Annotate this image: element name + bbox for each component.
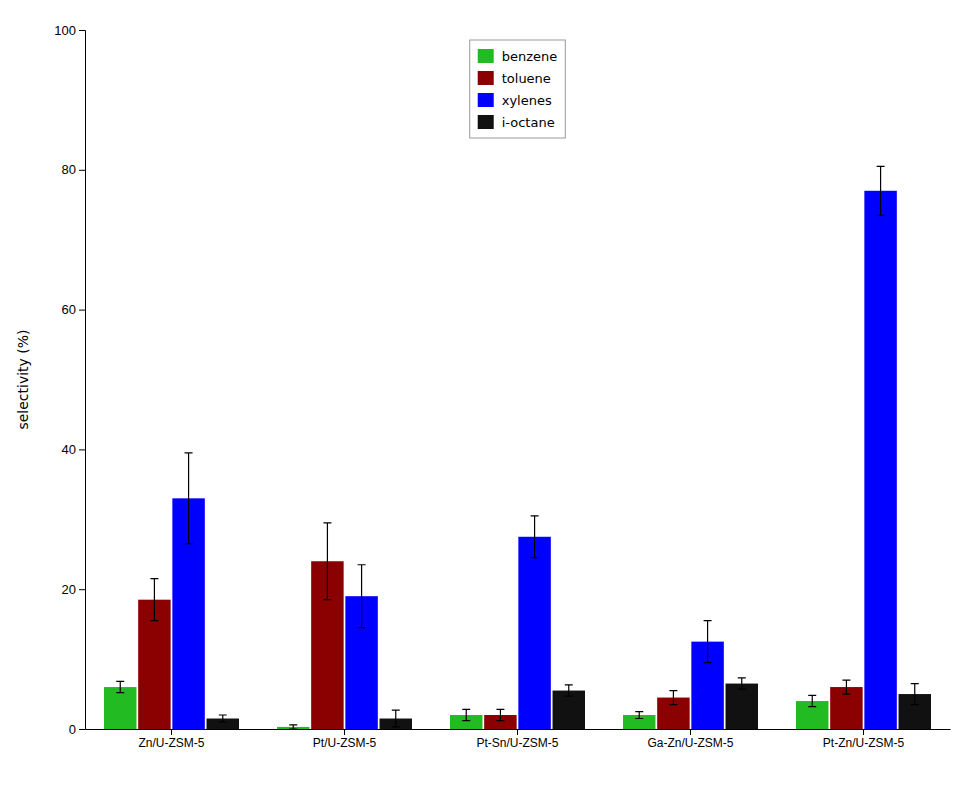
error-bar	[565, 685, 573, 696]
tick-label: Pt-Zn/U-ZSM-5	[823, 736, 905, 750]
legend-item: toluene	[478, 71, 551, 86]
tick-label: Pt-Sn/U-ZSM-5	[476, 736, 558, 750]
legend-item: benzene	[478, 49, 558, 64]
tick: 100	[54, 23, 85, 38]
legend: benzene toluene xylenes i-octane	[470, 40, 566, 138]
legend-swatch	[478, 93, 494, 107]
tick-mark	[690, 729, 691, 735]
tick-mark	[79, 449, 85, 450]
error-bar	[392, 710, 400, 727]
tick: 60	[62, 302, 85, 317]
series	[207, 678, 931, 729]
tick-mark	[79, 729, 85, 730]
legend-label: toluene	[502, 71, 551, 86]
legend-label: xylenes	[502, 93, 552, 108]
error-bar	[150, 579, 158, 621]
error-bar	[462, 709, 470, 720]
tick-label: 100	[54, 23, 76, 38]
error-bar	[704, 621, 712, 663]
error-bar	[116, 681, 124, 692]
marks	[104, 166, 931, 729]
tick-label: 60	[62, 302, 76, 317]
bar	[104, 687, 136, 729]
tick: Pt-Sn/U-ZSM-5	[476, 729, 558, 750]
error-bar	[808, 695, 816, 706]
tick-label: 20	[62, 582, 76, 597]
tick-mark	[79, 310, 85, 311]
tick-mark	[517, 729, 518, 735]
legend-swatch	[478, 71, 494, 85]
tick-label: Ga-Zn/U-ZSM-5	[647, 736, 733, 750]
tick-label: 80	[62, 162, 76, 177]
tick-label: Pt/U-ZSM-5	[313, 736, 377, 750]
tick: Ga-Zn/U-ZSM-5	[647, 729, 733, 750]
legend-label: i-octane	[502, 115, 555, 130]
plot: 0 20 40 60 80 100 Zn/U-ZSM-5 Pt/U-ZSM-5 Pt-Sn/U-…	[54, 23, 950, 750]
tick: 20	[62, 582, 85, 597]
error-bar	[531, 516, 539, 558]
error-bar	[842, 680, 850, 694]
error-bar	[358, 565, 366, 628]
error-bar	[669, 691, 677, 705]
tick: 40	[62, 442, 85, 457]
tick-mark	[171, 729, 172, 735]
legend-swatch	[478, 115, 494, 129]
tick-label: Zn/U-ZSM-5	[139, 736, 205, 750]
legend-item: i-octane	[478, 115, 555, 130]
error-bar	[323, 523, 331, 600]
tick: Pt-Zn/U-ZSM-5	[823, 729, 905, 750]
tick-mark	[863, 729, 864, 735]
error-bar	[877, 166, 885, 215]
tick: 80	[62, 162, 85, 177]
tick-label: 40	[62, 442, 76, 457]
error-bars	[185, 166, 885, 662]
legend-swatch	[478, 49, 494, 63]
y-axis: 0 20 40 60 80 100	[54, 23, 85, 737]
tick: 0	[69, 722, 85, 737]
bar	[518, 537, 550, 729]
bar	[864, 191, 896, 729]
tick-mark	[79, 589, 85, 590]
tick: Zn/U-ZSM-5	[139, 729, 205, 750]
x-axis: Zn/U-ZSM-5 Pt/U-ZSM-5 Pt-Sn/U-ZSM-5 Ga-Zn/U…	[86, 729, 951, 750]
tick-mark	[79, 170, 85, 171]
error-bar	[738, 678, 746, 689]
bar	[726, 684, 758, 729]
axis-line	[79, 31, 86, 730]
error-bar	[289, 725, 297, 729]
tick: Pt/U-ZSM-5	[313, 729, 377, 750]
tick-mark	[79, 30, 85, 31]
chart: 0 20 40 60 80 100 Zn/U-ZSM-5 Pt/U-ZSM-5 Pt-Sn/U-…	[0, 0, 980, 799]
error-bars	[219, 678, 919, 727]
tick-mark	[344, 729, 345, 735]
series	[138, 523, 862, 729]
y-axis-title: selectivity (%)	[15, 329, 31, 429]
error-bar	[219, 715, 227, 722]
legend-label: benzene	[502, 49, 558, 64]
error-bar	[911, 684, 919, 705]
error-bar	[185, 453, 193, 544]
tick-label: 0	[69, 722, 76, 737]
series	[172, 166, 896, 729]
error-bar	[496, 709, 504, 720]
error-bar	[635, 712, 643, 719]
legend-frame	[470, 40, 566, 138]
legend-item: xylenes	[478, 93, 552, 108]
